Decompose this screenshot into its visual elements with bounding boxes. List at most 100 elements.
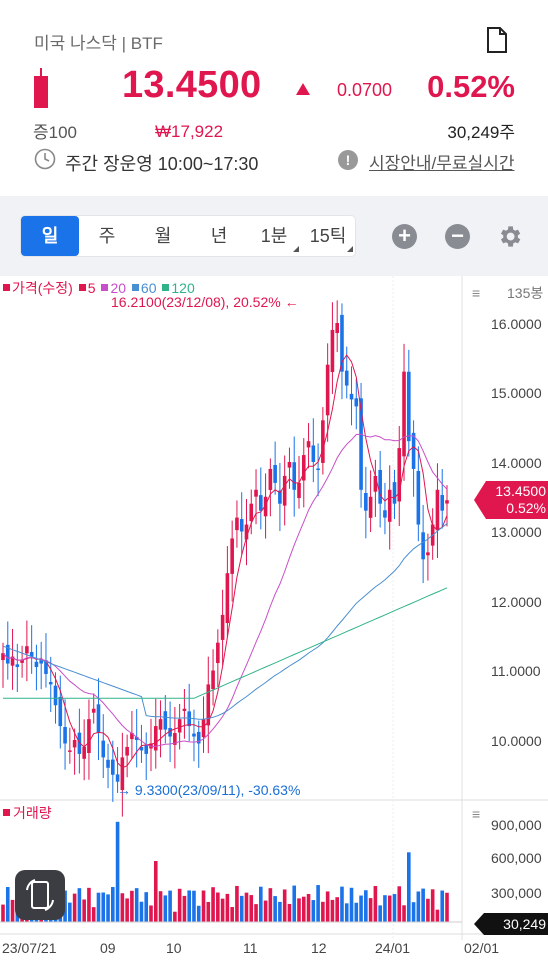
volume-bar (354, 902, 359, 922)
clock-icon (34, 148, 56, 170)
legend-swatch (101, 284, 109, 291)
volume-bar (254, 904, 258, 922)
price-tag-shape (474, 481, 548, 519)
volume-menu-icon[interactable]: ≡ (472, 806, 481, 822)
volume-bar (349, 887, 354, 922)
legend-title: 가격(수정) (12, 280, 73, 296)
ma5-line (2, 354, 448, 769)
tab-minute[interactable]: 1분 (247, 216, 301, 256)
candle (44, 660, 48, 674)
market-label: 미국 나스닥 | BTF (34, 34, 163, 53)
tab-day[interactable]: 일 (21, 216, 79, 256)
document-icon[interactable] (485, 27, 509, 53)
market-info-link[interactable]: 시장안내/무료실시간 (369, 154, 515, 173)
volume-bar (144, 892, 149, 922)
volume-bar (196, 905, 201, 922)
rotate-screen-button[interactable] (15, 870, 65, 920)
volume-bar (130, 890, 134, 922)
candle (201, 719, 206, 738)
candle (373, 475, 378, 492)
volume-bar (282, 889, 287, 922)
price-chart[interactable] (0, 276, 548, 965)
volume-bar (230, 907, 234, 922)
volume-bar (364, 890, 368, 922)
volume-bar (206, 901, 211, 922)
x-tick: 09 (100, 940, 116, 956)
candle (445, 500, 449, 504)
candle (235, 517, 239, 531)
tab-minute-label: 1분 (260, 226, 288, 246)
volume-bar (387, 895, 392, 922)
candle (87, 719, 91, 754)
volume-bar (373, 886, 378, 922)
zoom-in-button[interactable]: + (392, 224, 417, 249)
legend-ma60: 60 (140, 280, 157, 296)
candle (10, 656, 15, 666)
candle (53, 685, 58, 706)
y-tick: 13.0000 (491, 524, 542, 540)
candle (344, 370, 349, 386)
info-icon: ! (338, 150, 358, 170)
candle (39, 659, 43, 664)
candle (96, 704, 101, 734)
candle (91, 708, 96, 713)
volume-bar (134, 888, 139, 922)
volume-bar (383, 895, 387, 922)
candle (402, 371, 406, 457)
candle (130, 733, 134, 740)
gear-icon[interactable] (496, 223, 523, 250)
candle (153, 726, 158, 751)
candle (72, 740, 77, 748)
legend-ma20: 20 (110, 280, 127, 296)
candle (206, 684, 211, 726)
volume-bar (87, 887, 91, 922)
candle (220, 614, 225, 640)
y-tick: 14.0000 (491, 455, 542, 471)
candle (411, 432, 416, 469)
dropdown-corner-icon (347, 246, 353, 252)
x-tick: 02/01 (464, 940, 500, 956)
candle (120, 757, 125, 791)
volume-bar (311, 900, 316, 922)
krw-price: ₩17,922 (155, 122, 224, 141)
trading-hours: 주간 장운영 10:00~17:30 (65, 154, 259, 174)
candle (426, 552, 430, 556)
tab-week[interactable]: 주 (98, 226, 116, 246)
volume-bar (435, 909, 440, 922)
candle (316, 468, 320, 471)
candle (173, 733, 177, 745)
ma60-line (2, 523, 448, 720)
price-tag-value: 13.4500 (495, 483, 546, 499)
volume-bar (201, 890, 206, 922)
candle (259, 495, 263, 511)
volume-bar (249, 895, 254, 922)
candle (244, 524, 249, 540)
volume-bar (153, 861, 158, 922)
volume-bar (177, 888, 182, 922)
volume-bar (149, 905, 153, 922)
candle (325, 364, 330, 416)
candle (187, 711, 191, 727)
volume-bar (139, 901, 144, 922)
volume-bar (239, 895, 244, 922)
candle (263, 496, 268, 517)
zoom-out-button[interactable]: − (445, 224, 470, 249)
volume-bar (182, 895, 187, 922)
tab-month[interactable]: 월 (154, 226, 172, 246)
volume-bar (82, 899, 86, 922)
chart-menu-icon[interactable]: ≡ (472, 285, 481, 301)
candle (287, 462, 292, 468)
candle (407, 371, 411, 442)
volume-bar (321, 901, 325, 922)
volume-tick: 600,000 (491, 850, 542, 866)
candle (115, 774, 120, 782)
tab-tick[interactable]: 15틱 (301, 216, 355, 256)
dropdown-corner-icon (293, 246, 299, 252)
y-tick: 10.0000 (491, 733, 542, 749)
volume-bar (5, 887, 10, 922)
tab-year[interactable]: 년 (210, 226, 228, 246)
candle (34, 661, 39, 668)
candle (435, 489, 440, 531)
candle (301, 455, 306, 481)
